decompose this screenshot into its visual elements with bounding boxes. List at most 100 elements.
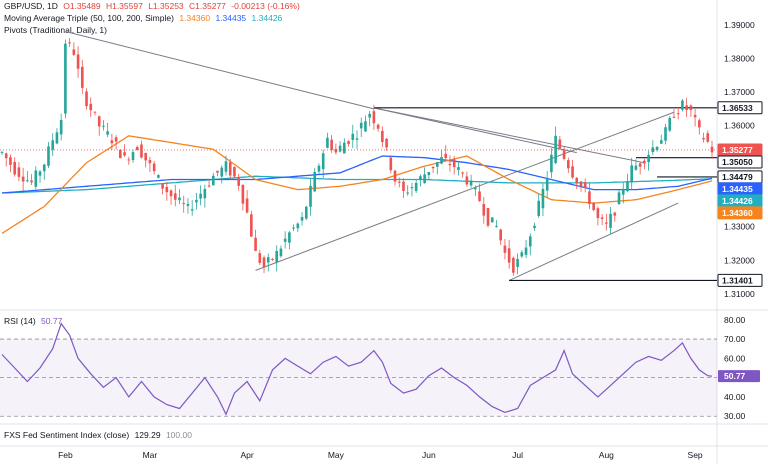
candle[interactable] bbox=[42, 163, 46, 180]
candle[interactable] bbox=[359, 117, 363, 137]
candle[interactable] bbox=[431, 166, 435, 173]
candle[interactable] bbox=[537, 193, 541, 219]
candle[interactable] bbox=[245, 190, 249, 214]
candle[interactable] bbox=[558, 135, 562, 150]
candle[interactable] bbox=[571, 159, 574, 180]
candle[interactable] bbox=[676, 107, 680, 120]
candle[interactable] bbox=[376, 123, 380, 132]
candle[interactable] bbox=[541, 183, 545, 216]
candle[interactable] bbox=[562, 146, 566, 161]
time-axis[interactable]: Feb Mar Apr May Jun Jul Aug Sep bbox=[58, 450, 703, 460]
candle[interactable] bbox=[30, 174, 33, 185]
candle[interactable] bbox=[262, 255, 266, 274]
fxs-title[interactable]: FXS Fed Sentiment Index (close) bbox=[4, 430, 130, 440]
candle[interactable] bbox=[655, 145, 659, 152]
candle[interactable] bbox=[34, 166, 38, 189]
candle[interactable] bbox=[693, 108, 697, 127]
candle[interactable] bbox=[689, 104, 693, 117]
candle[interactable] bbox=[638, 162, 642, 175]
candle[interactable] bbox=[271, 258, 274, 262]
candle[interactable] bbox=[186, 198, 190, 214]
candle[interactable] bbox=[698, 118, 701, 135]
candle[interactable] bbox=[250, 210, 253, 237]
candle[interactable] bbox=[626, 173, 629, 193]
candle[interactable] bbox=[309, 178, 312, 216]
candle[interactable] bbox=[317, 163, 321, 174]
candle[interactable] bbox=[26, 171, 29, 183]
candle[interactable] bbox=[72, 42, 76, 57]
candle[interactable] bbox=[296, 222, 300, 232]
candle[interactable] bbox=[224, 155, 228, 176]
candle[interactable] bbox=[566, 157, 570, 173]
candle[interactable] bbox=[681, 99, 684, 112]
candle[interactable] bbox=[651, 140, 655, 156]
candle[interactable] bbox=[664, 123, 667, 145]
candle[interactable] bbox=[702, 132, 705, 143]
candle[interactable] bbox=[672, 109, 676, 118]
candle[interactable] bbox=[617, 189, 621, 205]
candle[interactable] bbox=[499, 228, 503, 246]
candle[interactable] bbox=[512, 256, 515, 276]
candle[interactable] bbox=[13, 157, 16, 177]
candle[interactable] bbox=[448, 155, 452, 172]
candle[interactable] bbox=[609, 206, 612, 235]
candle[interactable] bbox=[313, 167, 317, 193]
candle[interactable] bbox=[9, 154, 12, 173]
candle[interactable] bbox=[330, 135, 333, 153]
candle[interactable] bbox=[550, 148, 553, 178]
candle[interactable] bbox=[461, 171, 464, 178]
candle[interactable] bbox=[89, 97, 93, 118]
candle[interactable] bbox=[97, 115, 101, 136]
rsi-axis[interactable]: 80.00 70.00 60.00 50.77 40.00 30.00 bbox=[718, 315, 760, 421]
candle[interactable] bbox=[605, 213, 608, 231]
candle[interactable] bbox=[228, 158, 232, 180]
candle[interactable] bbox=[144, 152, 148, 168]
candle[interactable] bbox=[410, 182, 414, 197]
candle[interactable] bbox=[135, 145, 139, 151]
symbol-name[interactable]: GBP/USD, 1D bbox=[4, 1, 58, 11]
candle[interactable] bbox=[355, 130, 359, 150]
candle[interactable] bbox=[110, 133, 114, 150]
candle[interactable] bbox=[414, 179, 418, 194]
candle[interactable] bbox=[21, 167, 25, 191]
candle[interactable] bbox=[343, 138, 346, 154]
candle[interactable] bbox=[119, 149, 122, 159]
candle[interactable] bbox=[85, 88, 88, 110]
candle[interactable] bbox=[465, 171, 469, 187]
candle[interactable] bbox=[169, 189, 173, 205]
candle[interactable] bbox=[127, 156, 131, 165]
candle[interactable] bbox=[59, 113, 63, 141]
candle[interactable] bbox=[173, 184, 177, 207]
candle[interactable] bbox=[393, 169, 397, 186]
pivots-title[interactable]: Pivots (Traditional, Daily, 1) bbox=[4, 25, 107, 35]
candle[interactable] bbox=[258, 249, 262, 266]
rsi-title[interactable]: RSI (14) bbox=[4, 316, 36, 326]
candle[interactable] bbox=[288, 231, 291, 250]
candle[interactable] bbox=[275, 245, 279, 272]
candle[interactable] bbox=[0, 150, 4, 156]
candle[interactable] bbox=[469, 174, 473, 188]
candle[interactable] bbox=[588, 182, 591, 209]
candle[interactable] bbox=[596, 206, 600, 226]
candle[interactable] bbox=[237, 173, 240, 191]
candle[interactable] bbox=[647, 150, 650, 171]
candle[interactable] bbox=[423, 167, 426, 184]
candle[interactable] bbox=[351, 124, 355, 149]
candle[interactable] bbox=[710, 140, 714, 160]
candle[interactable] bbox=[300, 212, 304, 226]
candle[interactable] bbox=[685, 97, 688, 118]
candle[interactable] bbox=[419, 174, 422, 187]
candle[interactable] bbox=[630, 157, 634, 190]
candle[interactable] bbox=[190, 200, 194, 216]
candle[interactable] bbox=[389, 156, 393, 174]
candle[interactable] bbox=[482, 197, 486, 224]
candle[interactable] bbox=[321, 149, 325, 179]
candle[interactable] bbox=[520, 250, 524, 259]
candle[interactable] bbox=[452, 155, 456, 175]
candle[interactable] bbox=[444, 145, 448, 161]
candle[interactable] bbox=[516, 253, 519, 275]
candle[interactable] bbox=[140, 140, 143, 159]
candle[interactable] bbox=[402, 178, 405, 198]
candle[interactable] bbox=[507, 239, 511, 269]
